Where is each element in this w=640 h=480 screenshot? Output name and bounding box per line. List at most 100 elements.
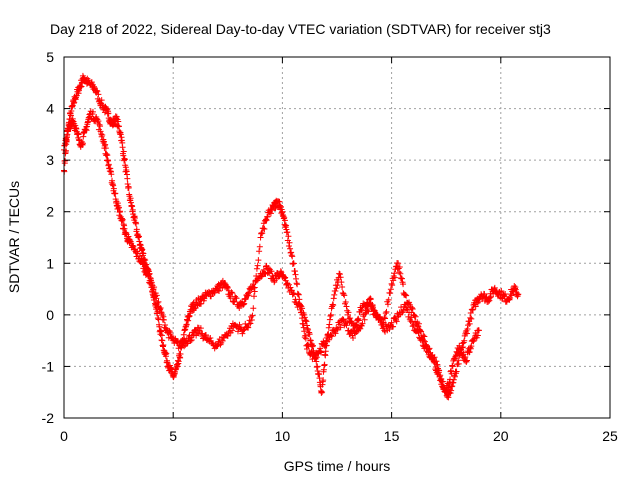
data-point-interp <box>435 369 442 376</box>
data-point-interp <box>298 309 305 316</box>
data-point-interp <box>309 342 316 349</box>
data-point-interp <box>223 284 230 291</box>
data-point-interp <box>156 306 163 313</box>
data-point-interp <box>322 342 329 349</box>
data-point-interp <box>187 337 194 344</box>
data-point-interp <box>313 358 320 365</box>
data-point <box>443 389 450 396</box>
data-point-interp <box>415 323 422 330</box>
data-point-interp <box>250 305 257 312</box>
data-point-interp <box>340 290 347 297</box>
data-point-interp <box>382 315 389 322</box>
data-point-interp <box>268 268 275 275</box>
axis-ticks <box>63 56 611 419</box>
y-tick-label: 1 <box>46 255 54 271</box>
data-point <box>358 306 365 313</box>
data-point-interp <box>448 387 455 394</box>
data-point-interp <box>296 296 303 303</box>
x-tick-label: 25 <box>602 428 618 444</box>
data-point-interp <box>227 295 234 302</box>
data-point-interp <box>75 131 82 138</box>
y-axis-label: SDTVAR / TECUs <box>6 181 22 293</box>
data-point <box>449 363 456 370</box>
data-point <box>323 337 330 344</box>
data-point-interp <box>447 376 454 383</box>
data-point-interp <box>332 287 339 294</box>
grid <box>64 57 610 418</box>
data-point-interp <box>468 343 475 350</box>
data-point-interp <box>397 275 404 282</box>
y-tick-label: 4 <box>46 101 54 117</box>
data-point-interp <box>467 310 474 317</box>
data-point-interp <box>319 389 326 396</box>
data-point-interp <box>339 316 346 323</box>
data-point-interp <box>144 267 151 274</box>
data-point-interp <box>341 292 348 299</box>
data-point <box>248 317 255 324</box>
data-point-interp <box>474 332 481 339</box>
data-point-interp <box>396 264 403 271</box>
data-point-interp <box>251 288 258 295</box>
data-point-interp <box>344 320 351 327</box>
data-point-interp <box>317 348 324 355</box>
data-point <box>462 358 469 365</box>
data-point <box>475 327 482 334</box>
data-point-interp <box>463 358 470 365</box>
data-point-interp <box>162 321 169 328</box>
data-point-interp <box>233 295 240 302</box>
data-point <box>174 363 181 370</box>
data-point-interp <box>462 329 469 336</box>
data-point-interp <box>188 336 195 343</box>
data-point-interp <box>95 118 102 125</box>
x-tick-label: 20 <box>493 428 509 444</box>
data-point-interp <box>140 250 147 257</box>
data-point <box>445 394 452 401</box>
data-point-interp <box>262 217 269 224</box>
data-point-interp <box>374 312 381 319</box>
data-point-interp <box>151 284 158 291</box>
data-point-interp <box>501 293 508 300</box>
data-point-interp <box>424 345 431 352</box>
data-point <box>242 296 249 303</box>
data-point-interp <box>198 300 205 307</box>
data-point-interp <box>457 346 464 353</box>
data-point-interp <box>389 282 396 289</box>
data-point-interp <box>103 151 110 158</box>
data-point-interp <box>282 274 289 281</box>
data-point-interp <box>334 326 340 333</box>
data-point-interp <box>408 319 415 326</box>
data-point-interp <box>294 281 301 288</box>
data-point-interp <box>229 290 236 297</box>
data-point-interp <box>445 381 452 388</box>
data-point-interp <box>327 312 334 319</box>
data-point-interp <box>300 320 307 327</box>
data-point-interp <box>98 130 105 137</box>
data-point-interp <box>404 306 411 313</box>
data-point-interp <box>112 190 119 197</box>
data-point-interp <box>219 285 226 292</box>
data-point-interp <box>491 284 498 291</box>
data-point-interp <box>261 226 268 233</box>
data-point-interp <box>486 294 493 301</box>
data-point-interp <box>418 335 425 342</box>
data-point-interp <box>240 301 247 308</box>
data-point <box>392 317 399 324</box>
data-point-interp <box>455 360 462 367</box>
data-point-interp <box>119 216 126 223</box>
plot-frame <box>63 56 611 419</box>
data-point-interp <box>153 292 160 299</box>
data-point-interp <box>384 301 391 308</box>
data-point-interp <box>463 330 470 337</box>
data-point-interp <box>301 314 308 321</box>
data-point-interp <box>337 274 344 281</box>
data-point-interp <box>336 271 343 278</box>
data-point-interp <box>167 331 174 338</box>
data-point-interp <box>96 121 103 128</box>
data-point-interp <box>469 307 476 314</box>
data-point-interp <box>354 316 361 323</box>
data-point-interp <box>385 296 392 303</box>
data-point-interp <box>371 307 378 314</box>
data-point-interp <box>330 295 337 302</box>
data-point-interp <box>160 341 167 348</box>
data-marks <box>61 72 522 401</box>
